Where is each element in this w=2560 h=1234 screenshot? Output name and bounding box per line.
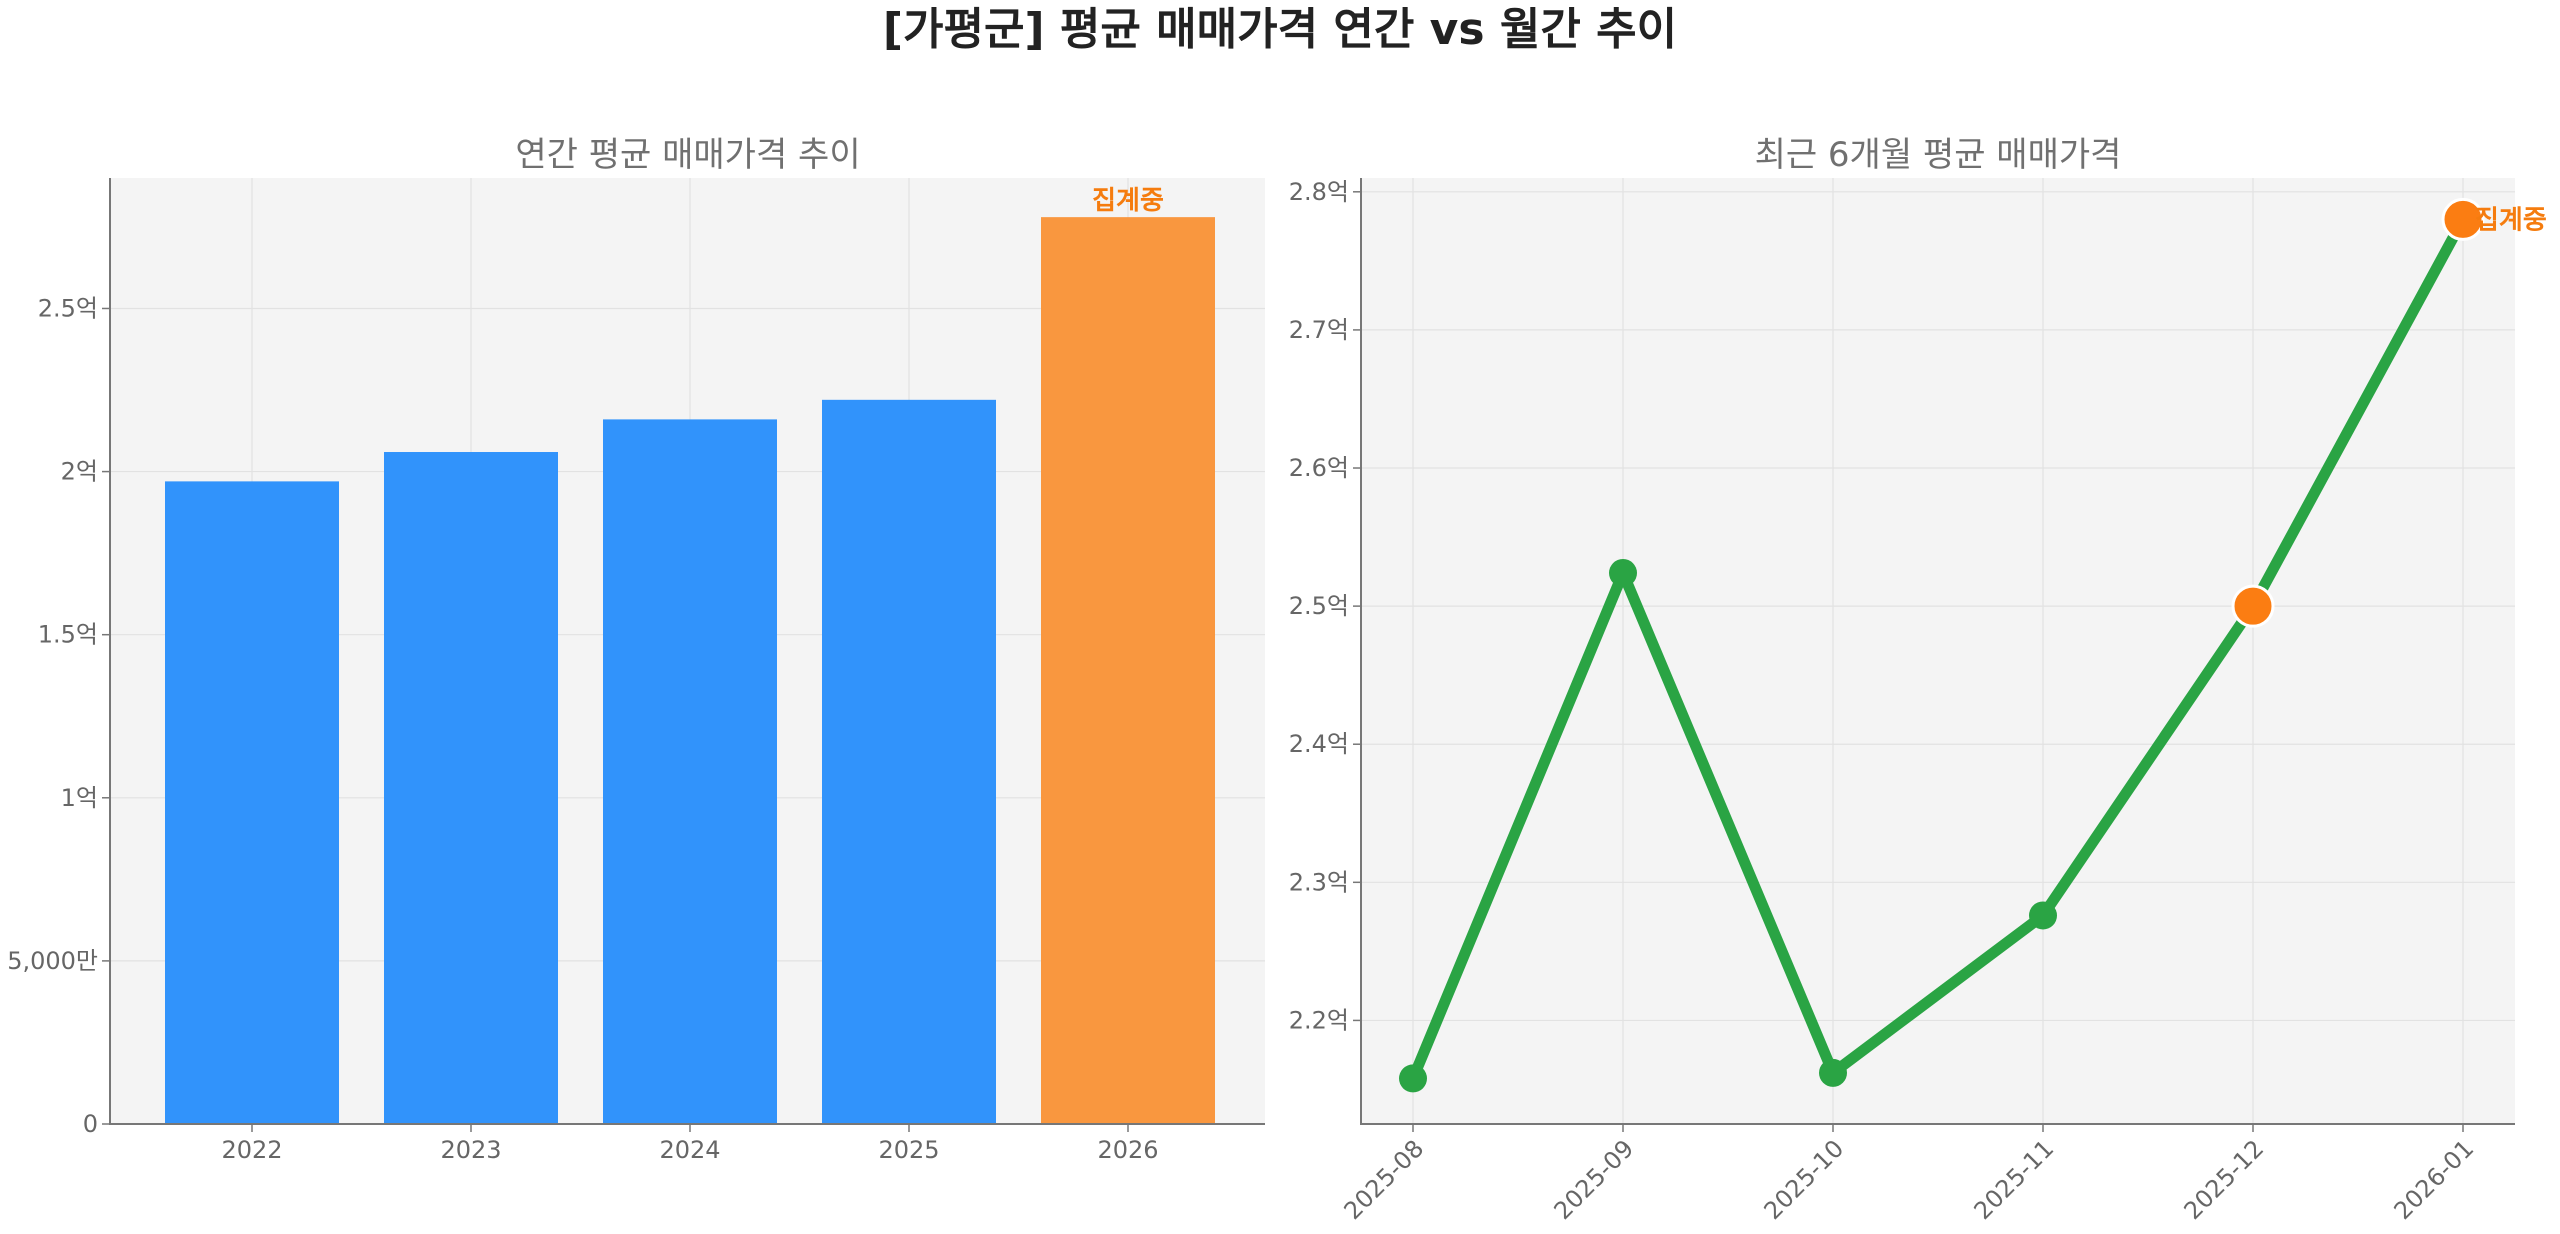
bar-y-tick-label: 0 [83, 1110, 98, 1138]
line-gridlines [1361, 178, 2515, 1124]
bar-series [165, 217, 1215, 1125]
bar-2024 [603, 419, 777, 1125]
line-point-2025-12 [2231, 584, 2275, 628]
bar-2022 [165, 481, 339, 1124]
line-point-2026-01 [2441, 197, 2485, 241]
line-axes [1360, 178, 2515, 1125]
line-y-tick-label: 2.4억 [1289, 730, 1349, 758]
line-point-2025-11 [2029, 901, 2057, 930]
line-point-2025-08 [1399, 1064, 1427, 1093]
bar-y-tick-label: 2억 [61, 458, 98, 486]
line-x-tick-label: 2025-11 [1969, 1134, 2060, 1225]
bar-axes [109, 178, 1265, 1125]
bar-y-ticks: 0 5,000만 1억 1.5억 2억 2.5억 [7, 294, 110, 1138]
line-x-tick-label: 2025-09 [1549, 1134, 1640, 1225]
main-title: [가평군] 평균 매매가격 연간 vs 월간 추이 [882, 4, 1678, 55]
line-x-tick-label: 2025-08 [1339, 1134, 1430, 1225]
bar-x-tick-label: 2026 [1097, 1136, 1158, 1164]
bar-x-tick-label: 2025 [878, 1136, 939, 1164]
line-x-tick-label: 2026-01 [2389, 1134, 2480, 1225]
bar-x-ticks: 2022 2023 2024 2025 2026 [221, 1124, 1159, 1164]
bar-chart-title: 연간 평균 매매가격 추이 [515, 135, 860, 175]
bar-annotation: 집계중 [1092, 186, 1164, 216]
line-point-2025-10 [1819, 1058, 1847, 1087]
line-y-tick-label: 2.3억 [1289, 868, 1349, 896]
line-plot-area [1361, 178, 2515, 1124]
line-series [1399, 197, 2485, 1093]
bar-x-tick-label: 2022 [221, 1136, 282, 1164]
line-x-tick-label: 2025-12 [2179, 1134, 2270, 1225]
bar-x-tick-label: 2024 [659, 1136, 720, 1164]
line-point-2025-09 [1609, 558, 1637, 587]
line-series-path [1407, 213, 2469, 1084]
bar-y-tick-label: 1억 [61, 784, 98, 812]
bar-x-tick-label: 2023 [440, 1136, 501, 1164]
line-x-tick-label: 2025-10 [1759, 1134, 1850, 1225]
bar-2025 [822, 399, 996, 1124]
bar-y-tick-label: 5,000만 [7, 947, 98, 975]
line-y-ticks: 2.2억 2.3억 2.4억 2.5억 2.6억 2.7억 2.8억 [1289, 178, 1361, 1034]
bar-y-tick-label: 2.5억 [38, 294, 98, 322]
bar-y-tick-label: 1.5억 [38, 621, 98, 649]
line-y-tick-label: 2.2억 [1289, 1006, 1349, 1034]
line-chart-panel: 최근 6개월 평균 매매가격 2.2억2.3억2.4억2.5억2.6억2.7억2… [1289, 135, 2547, 1225]
line-annotation: 집계중 [2475, 205, 2547, 235]
line-x-ticks: 2025-08 2025-09 2025-10 2025-11 2025-12 2026-… [1339, 1124, 2480, 1225]
line-chart-title: 최근 6개월 평균 매매가격 [1755, 135, 2122, 175]
bar-2023 [384, 452, 558, 1124]
line-y-tick-label: 2.6억 [1289, 454, 1349, 482]
line-y-tick-label: 2.7억 [1289, 316, 1349, 344]
line-y-tick-label: 2.8억 [1289, 178, 1349, 206]
bar-2026 [1041, 217, 1215, 1124]
line-y-tick-label: 2.5억 [1289, 592, 1349, 620]
